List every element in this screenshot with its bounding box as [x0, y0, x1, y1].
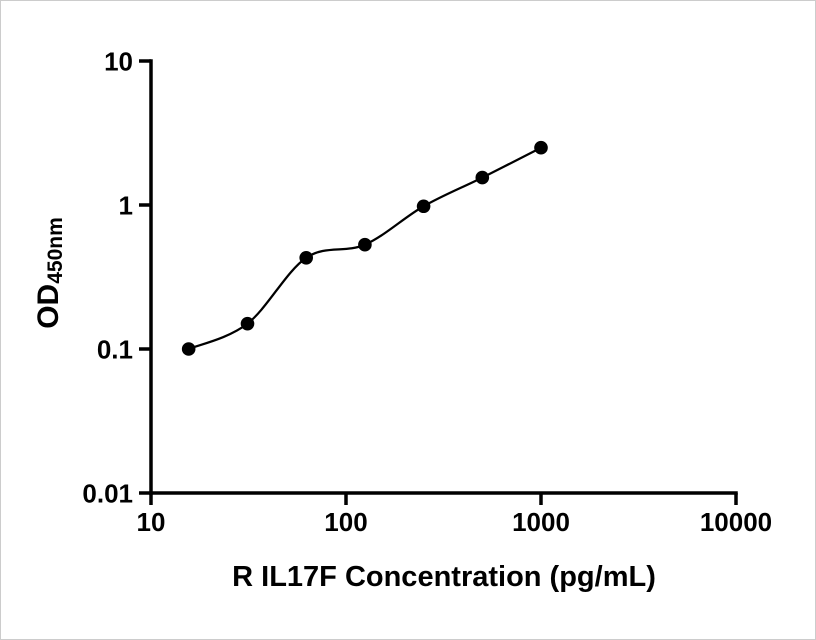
- y-tick-label: 1: [119, 190, 133, 220]
- y-tick-label: 0.1: [97, 334, 133, 364]
- y-tick-label: 0.01: [82, 478, 133, 508]
- data-point: [181, 342, 196, 356]
- x-axis-title: R IL17F Concentration (pg/mL): [232, 561, 656, 593]
- data-point: [358, 237, 372, 252]
- data-point: [240, 316, 255, 331]
- y-tick-label: 10: [104, 46, 133, 76]
- x-tick-label: 10: [137, 507, 166, 537]
- y-axis-title-main: OD: [32, 283, 65, 329]
- y-axis-title-sub: 450nm: [44, 217, 67, 284]
- y-axis-title: OD450nm: [27, 123, 71, 423]
- data-point: [534, 140, 548, 155]
- x-tick-label: 100: [324, 507, 367, 537]
- data-point: [299, 250, 314, 265]
- x-tick-label: 10000: [700, 507, 772, 537]
- data-point: [475, 170, 490, 185]
- x-tick-label: 1000: [512, 507, 570, 537]
- data-point: [416, 199, 431, 214]
